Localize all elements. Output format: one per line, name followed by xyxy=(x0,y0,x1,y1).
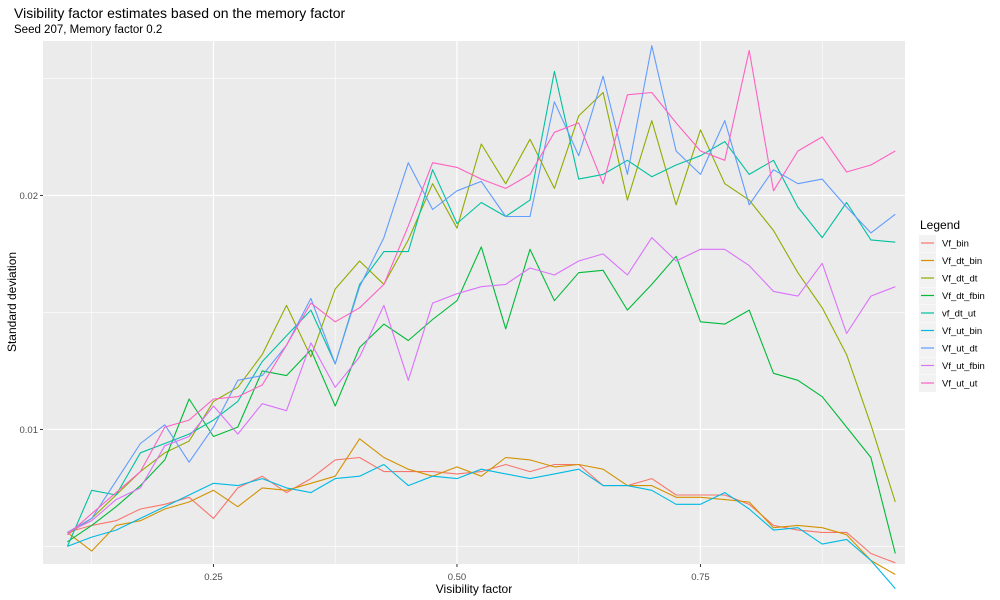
legend-item-label: Vf_dt_fbin xyxy=(942,291,985,302)
legend-item-label: vf_dt_ut xyxy=(942,309,976,320)
series-line-vf-ut-dt xyxy=(67,45,896,533)
chart-title: Visibility factor estimates based on the… xyxy=(14,5,346,21)
y-tick-label: 0.02 xyxy=(20,191,39,202)
legend-title: Legend xyxy=(920,218,960,232)
chart-subtitle: Seed 207, Memory factor 0.2 xyxy=(14,24,163,36)
series-line-vf-ut-bin xyxy=(67,463,896,589)
x-axis: 0.25 0.50 0.75 xyxy=(204,564,710,583)
major-gridlines xyxy=(43,41,905,564)
legend-item-label: Vf_dt_bin xyxy=(942,256,982,267)
series-line-vf-ut-ut xyxy=(67,49,896,536)
series-line-vf-dt-dt xyxy=(67,91,896,536)
series-line-vf-ut-fbin xyxy=(67,237,896,533)
legend-item-label: Vf_bin xyxy=(942,239,969,250)
legend: Legend Vf_bin Vf_dt_bin Vf_dt_dt Vf_dt_fbin… xyxy=(919,218,985,392)
legend-item-label: Vf_dt_dt xyxy=(942,274,978,285)
y-tick-label: 0.01 xyxy=(20,425,39,436)
legend-item-label: Vf_ut_bin xyxy=(942,326,982,337)
y-axis-label: Standard deviation xyxy=(5,252,19,352)
x-tick-label: 0.50 xyxy=(448,572,467,583)
legend-item-label: Vf_ut_dt xyxy=(942,344,978,355)
y-axis: 0.01 0.02 xyxy=(20,191,43,436)
series-lines xyxy=(66,45,896,589)
x-tick-label: 0.25 xyxy=(204,572,223,583)
plot-panel xyxy=(43,41,905,564)
series-line-vf-dt-ut xyxy=(66,70,896,547)
x-tick-label: 0.75 xyxy=(691,572,710,583)
x-axis-label: Visibility factor xyxy=(436,582,512,596)
series-line-vf-dt-fbin xyxy=(67,246,896,554)
series-line-vf-dt-bin xyxy=(67,438,896,575)
legend-item-label: Vf_ut_fbin xyxy=(942,361,985,372)
legend-item-label: Vf_ut_ut xyxy=(942,379,978,390)
minor-gridlines xyxy=(43,41,905,564)
